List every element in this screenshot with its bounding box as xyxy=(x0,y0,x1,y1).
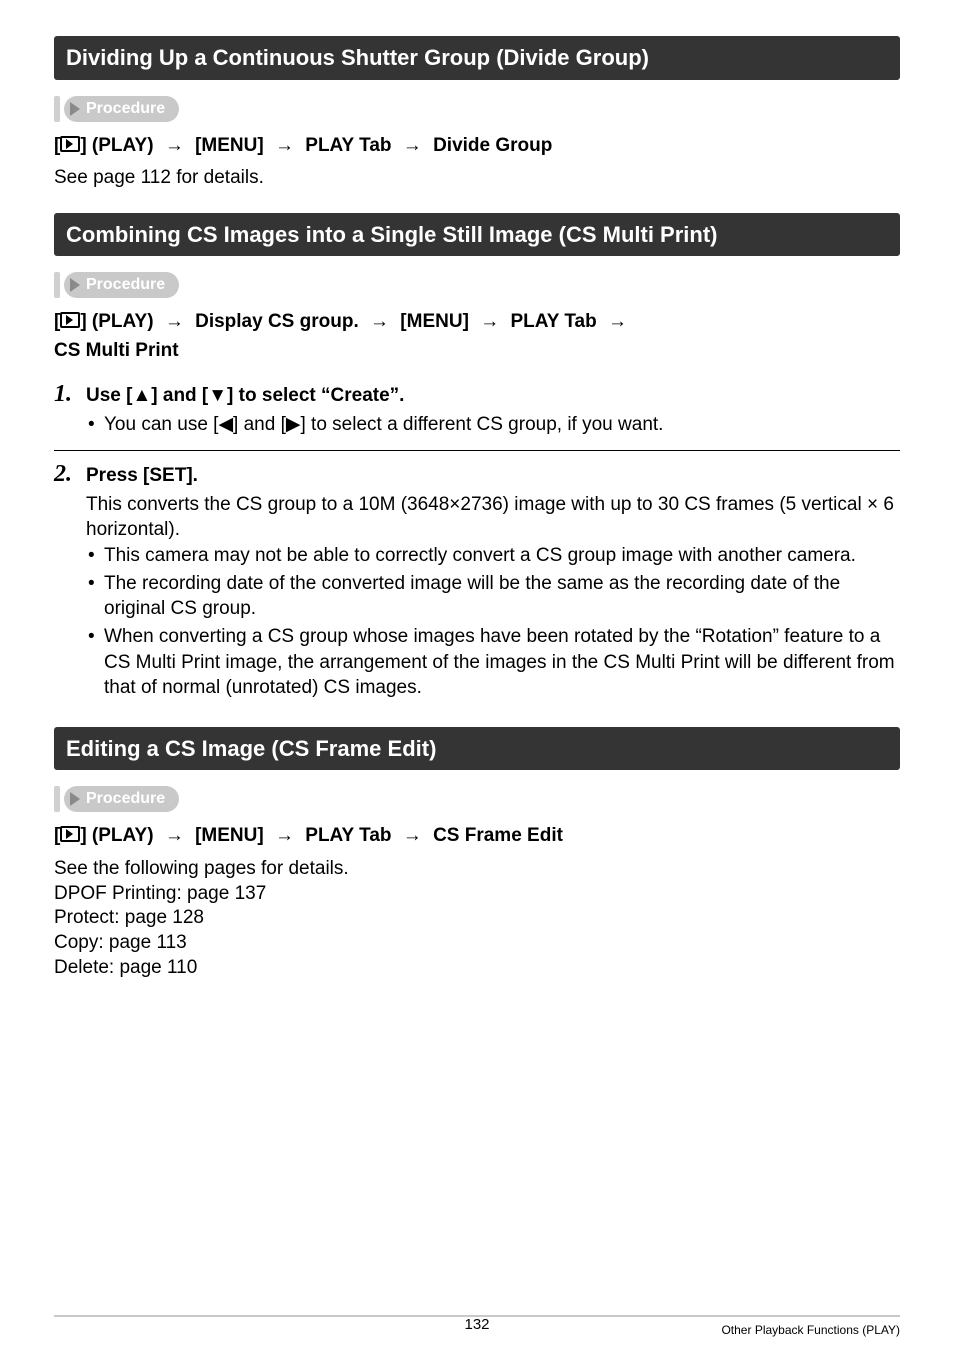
arrow-icon: → xyxy=(165,135,184,156)
play-icon xyxy=(60,136,80,152)
arrow-icon: → xyxy=(480,311,499,332)
path-part: CS Multi Print xyxy=(54,340,179,361)
path-part: PLAY Tab xyxy=(510,311,596,332)
step-2-body: This converts the CS group to a 10M (364… xyxy=(86,492,900,543)
arrow-icon: → xyxy=(165,825,184,846)
procedure-pill: Procedure xyxy=(64,272,179,298)
procedure-1: Procedure xyxy=(54,96,900,122)
menu-path-2: [] (PLAY) → Display CS group. → [MENU] →… xyxy=(54,308,900,365)
step-1-text: Use [▲] and [▼] to select “Create”. xyxy=(86,385,404,406)
section-3-body: See the following pages for details. DPO… xyxy=(54,857,900,980)
arrow-icon: → xyxy=(403,135,422,156)
step-number: 1. xyxy=(54,381,76,408)
path-prefix: ] (PLAY) xyxy=(80,825,153,846)
procedure-bar-icon xyxy=(54,786,60,812)
procedure-3: Procedure xyxy=(54,786,900,812)
path-part: [MENU] xyxy=(195,825,264,846)
menu-path-3: [] (PLAY) → [MENU] → PLAY Tab → CS Frame… xyxy=(54,822,900,851)
step-number: 2. xyxy=(54,461,76,488)
chevron-right-icon xyxy=(70,792,80,806)
chevron-right-icon xyxy=(70,102,80,116)
body-line: Copy: page 113 xyxy=(54,931,900,956)
step-1: 1. Use [▲] and [▼] to select “Create”. xyxy=(54,381,900,408)
path-part: [MENU] xyxy=(195,135,264,156)
step-2: 2. Press [SET]. xyxy=(54,461,900,488)
step-1-bullets: • You can use [◀] and [▶] to select a di… xyxy=(54,412,900,438)
bullet-icon: • xyxy=(88,543,104,569)
procedure-label: Procedure xyxy=(86,276,179,294)
page: Dividing Up a Continuous Shutter Group (… xyxy=(0,0,954,1357)
procedure-label: Procedure xyxy=(86,790,179,808)
section-2-title: Combining CS Images into a Single Still … xyxy=(54,213,900,257)
menu-path-1: [] (PLAY) → [MENU] → PLAY Tab → Divide G… xyxy=(54,132,900,161)
step-2-text: Press [SET]. xyxy=(86,465,198,486)
section-1-body: See page 112 for details. xyxy=(54,166,900,191)
bullet-icon: • xyxy=(88,571,104,622)
procedure-pill: Procedure xyxy=(64,786,179,812)
path-part: [MENU] xyxy=(400,311,469,332)
path-part: PLAY Tab xyxy=(305,135,391,156)
arrow-icon: → xyxy=(165,311,184,332)
body-line: See the following pages for details. xyxy=(54,857,900,882)
bullet-text: This camera may not be able to correctly… xyxy=(104,543,856,569)
step-2-bullets: • This camera may not be able to correct… xyxy=(54,543,900,701)
body-line: Delete: page 110 xyxy=(54,956,900,981)
footer-section-name: Other Playback Functions (PLAY) xyxy=(721,1323,900,1337)
arrow-icon: → xyxy=(403,825,422,846)
body-line: DPOF Printing: page 137 xyxy=(54,882,900,907)
divider xyxy=(54,450,900,451)
step-body: Use [▲] and [▼] to select “Create”. xyxy=(86,385,900,407)
bullet-icon: • xyxy=(88,624,104,701)
footer: 132 Other Playback Functions (PLAY) xyxy=(54,1315,900,1337)
bullet-text: When converting a CS group whose images … xyxy=(104,624,900,701)
arrow-icon: → xyxy=(608,311,627,332)
section-1-title: Dividing Up a Continuous Shutter Group (… xyxy=(54,36,900,80)
body-line: Protect: page 128 xyxy=(54,906,900,931)
step-body: Press [SET]. xyxy=(86,465,900,487)
procedure-bar-icon xyxy=(54,96,60,122)
path-part: Divide Group xyxy=(433,135,552,156)
page-number: 132 xyxy=(464,1316,489,1333)
arrow-icon: → xyxy=(275,135,294,156)
bullet-text: You can use [◀] and [▶] to select a diff… xyxy=(104,412,663,438)
arrow-icon: → xyxy=(370,311,389,332)
bullet-icon: • xyxy=(88,412,104,438)
path-part: PLAY Tab xyxy=(305,825,391,846)
procedure-2: Procedure xyxy=(54,272,900,298)
section-3-title: Editing a CS Image (CS Frame Edit) xyxy=(54,727,900,771)
procedure-label: Procedure xyxy=(86,100,179,118)
play-icon xyxy=(60,312,80,328)
path-prefix: ] (PLAY) xyxy=(80,135,153,156)
procedure-bar-icon xyxy=(54,272,60,298)
procedure-pill: Procedure xyxy=(64,96,179,122)
bullet-text: The recording date of the converted imag… xyxy=(104,571,900,622)
arrow-icon: → xyxy=(275,825,294,846)
path-part: Display CS group. xyxy=(195,311,359,332)
chevron-right-icon xyxy=(70,278,80,292)
path-prefix: ] (PLAY) xyxy=(80,311,153,332)
path-part: CS Frame Edit xyxy=(433,825,563,846)
play-icon xyxy=(60,826,80,842)
